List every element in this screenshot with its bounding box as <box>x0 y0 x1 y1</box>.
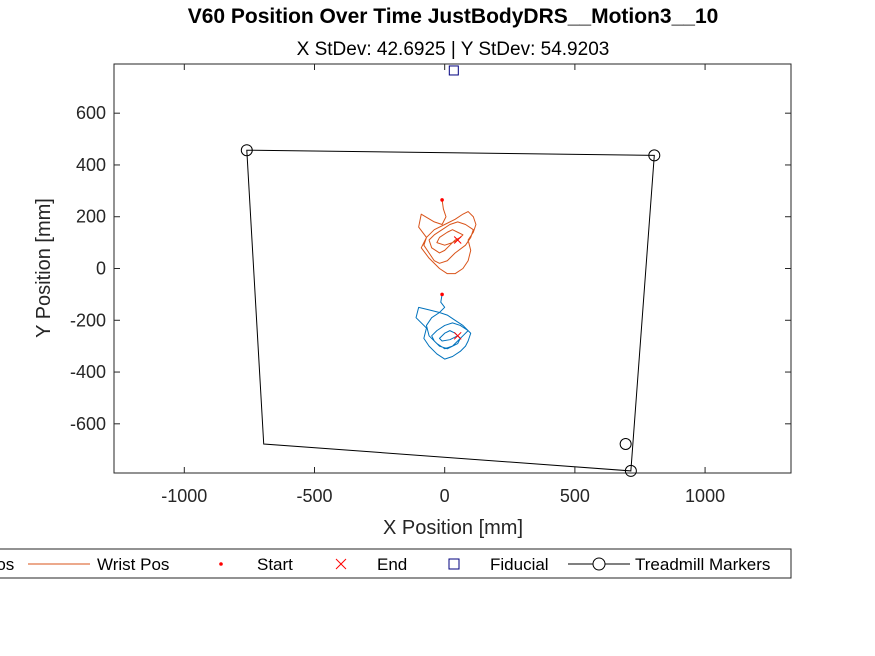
plot-area <box>113 63 792 474</box>
y-tick-label: -200 <box>70 310 106 330</box>
legend-label: Fiducial <box>490 555 549 574</box>
treadmill-outline <box>246 149 655 472</box>
x-tick-label: 500 <box>560 486 590 506</box>
legend-item-treadmill-markers: Treadmill Markers <box>568 555 770 574</box>
treadmill-marker <box>648 149 661 162</box>
treadmill-marker <box>240 144 253 157</box>
y-tick-label: 400 <box>76 155 106 175</box>
start-point <box>440 198 444 202</box>
treadmill-marker <box>624 464 637 477</box>
y-tick-label: 600 <box>76 103 106 123</box>
y-axis-label: Y Position [mm] <box>33 198 55 338</box>
plot-content <box>240 65 661 477</box>
y-tick-label: 0 <box>96 259 106 279</box>
x-tick-label: 1000 <box>685 486 725 506</box>
legend-swatch <box>592 557 606 571</box>
legend-box <box>0 548 792 579</box>
treadmill-marker <box>619 438 632 451</box>
start-point <box>440 292 444 297</box>
legend-swatch <box>219 562 223 566</box>
x-tick-label: 0 <box>440 486 450 506</box>
x-axis-ticks: -1000 -500 0 500 1000 <box>161 64 725 506</box>
legend-item-start: Start <box>219 555 293 574</box>
fiducial-marker <box>448 65 459 76</box>
legend-swatch <box>335 558 347 570</box>
y-tick-label: -600 <box>70 414 106 434</box>
chart-title: V60 Position Over Time JustBodyDRS__Moti… <box>188 5 719 28</box>
x-tick-label: -500 <box>296 486 332 506</box>
legend: Pos Wrist Pos Start End Fiducial Treadmill Ma… <box>0 548 792 579</box>
legend-label: Treadmill Markers <box>635 555 770 574</box>
end-point <box>453 331 462 340</box>
legend-label: Pos <box>0 555 14 574</box>
x-axis-label: X Position [mm] <box>383 517 523 539</box>
x-tick-label: -1000 <box>161 486 207 506</box>
legend-label: End <box>377 555 407 574</box>
y-tick-label: -400 <box>70 362 106 382</box>
legend-item-pos: Pos <box>0 555 14 574</box>
legend-item-fiducial: Fiducial <box>448 555 549 574</box>
legend-item-wrist-pos: Wrist Pos <box>28 555 169 574</box>
y-tick-label: 200 <box>76 207 106 227</box>
legend-item-end: End <box>335 555 407 574</box>
legend-swatch <box>448 558 460 570</box>
end-point <box>453 236 462 244</box>
y-axis-ticks: -600 -400 -200 0 200 400 600 <box>70 103 791 434</box>
legend-label: Start <box>257 555 293 574</box>
chart-subtitle: X StDev: 42.6925 | Y StDev: 54.9203 <box>297 39 610 60</box>
legend-label: Wrist Pos <box>97 555 169 574</box>
